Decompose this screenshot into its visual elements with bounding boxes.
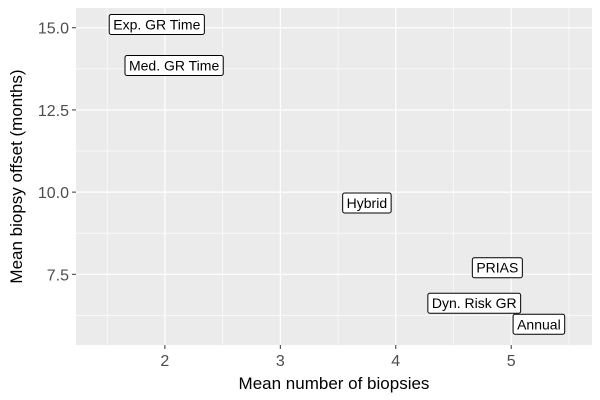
y-tick-label: 10.0 bbox=[38, 185, 69, 202]
x-axis-ticks: 2 3 4 5 bbox=[160, 345, 516, 370]
point-label: Hybrid bbox=[342, 192, 392, 214]
x-axis-title: Mean number of biopsies bbox=[239, 374, 430, 393]
point-label-box bbox=[124, 55, 224, 77]
major-gridlines bbox=[76, 8, 592, 345]
point-label-box bbox=[471, 257, 523, 279]
x-tick-label: 2 bbox=[160, 353, 169, 370]
y-axis-ticks: 7.5 10.0 12.5 15.0 bbox=[38, 21, 76, 284]
point-labels: Exp. GR Time Med. GR Time Hybrid PRIAS Dyn. … bbox=[108, 13, 566, 335]
point-label-box bbox=[512, 313, 566, 335]
point-label-text: Dyn. Risk GR bbox=[432, 295, 517, 311]
y-tick-label: 15.0 bbox=[38, 21, 69, 38]
point-label: Dyn. Risk GR bbox=[427, 292, 522, 314]
point-label-text: Med. GR Time bbox=[129, 58, 219, 74]
y-axis-title: Mean biopsy offset (months) bbox=[7, 69, 26, 283]
point-label-box bbox=[108, 13, 205, 35]
x-tick-label: 3 bbox=[276, 353, 285, 370]
y-tick-label: 7.5 bbox=[47, 267, 69, 284]
point-label: Med. GR Time bbox=[124, 55, 224, 77]
point-label: PRIAS bbox=[471, 257, 523, 279]
point-label-box bbox=[427, 292, 522, 314]
point-label-box bbox=[342, 192, 392, 214]
x-tick-label: 4 bbox=[391, 353, 400, 370]
point-label-text: Hybrid bbox=[347, 195, 387, 211]
point-label-text: PRIAS bbox=[476, 260, 518, 276]
x-tick-label: 5 bbox=[507, 353, 516, 370]
point-label: Exp. GR Time bbox=[108, 13, 205, 35]
point-label: Annual bbox=[512, 313, 566, 335]
point-label-text: Annual bbox=[517, 316, 561, 332]
y-tick-label: 12.5 bbox=[38, 103, 69, 120]
point-label-text: Exp. GR Time bbox=[113, 16, 200, 32]
